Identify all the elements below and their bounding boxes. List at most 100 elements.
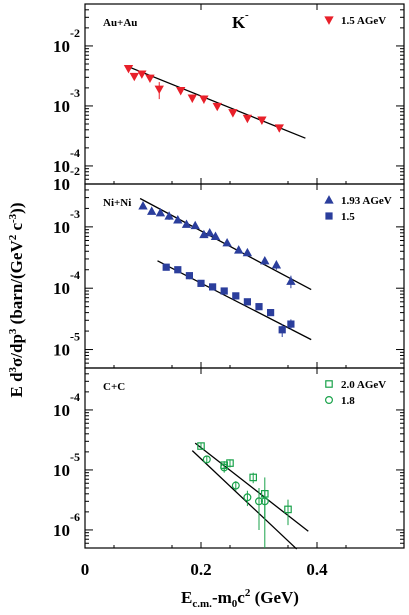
series-2	[162, 263, 295, 338]
y-tick-exponent: -3	[70, 86, 80, 100]
data-point	[174, 266, 182, 274]
particle-charge: -	[245, 9, 249, 21]
data-point	[162, 263, 170, 271]
data-point	[205, 227, 215, 237]
data-point	[231, 481, 240, 490]
series-1	[138, 201, 296, 289]
data-point	[260, 255, 270, 265]
data-point	[243, 493, 252, 502]
panel-top: 10-210-310-4Au+Au K -1.5 AGeV	[53, 3, 405, 185]
fit-line	[194, 442, 309, 532]
data-point	[274, 124, 284, 133]
data-point	[286, 276, 296, 285]
data-point	[255, 497, 264, 506]
fit-line	[125, 65, 306, 139]
data-point	[173, 215, 183, 224]
data-point	[197, 279, 205, 287]
data-point	[210, 231, 221, 240]
data-point	[145, 74, 155, 84]
data-point	[260, 497, 269, 506]
data-point	[176, 87, 186, 96]
y-axis-label: E d3σ/dp3 (barn/(GeV2 c-3))	[7, 202, 26, 397]
legend-label: 1.93 AGeV	[341, 195, 392, 207]
x-tick-label: 0	[81, 560, 90, 579]
y-tick-exponent: -5	[70, 450, 80, 464]
y-tick-exponent: -3	[70, 207, 80, 221]
data-point	[181, 219, 192, 228]
data-point	[222, 237, 232, 247]
y-tick-label: 10	[53, 37, 70, 56]
series-1	[123, 64, 284, 133]
data-point	[208, 283, 217, 291]
data-point	[138, 201, 148, 210]
data-point	[242, 114, 253, 124]
data-point	[199, 95, 209, 104]
data-point	[249, 473, 258, 482]
data-point	[197, 442, 205, 450]
y-tick-label: 10	[53, 175, 70, 194]
y-tick-exponent: -4	[70, 390, 80, 404]
y-tick-exponent: -2	[70, 164, 80, 178]
panels: 10-210-310-4Au+Au K -1.5 AGeV10-210-310-41…	[53, 3, 405, 550]
data-point	[271, 260, 282, 269]
legend-label: 1.8	[341, 395, 355, 407]
data-point	[154, 85, 164, 95]
system-label: C+C	[103, 381, 125, 393]
data-point	[129, 72, 139, 82]
x-axis-ticks: 0 0.2 0.4	[81, 560, 328, 579]
legend-marker	[325, 212, 333, 220]
data-point	[202, 455, 211, 464]
x-tick-label: 0.2	[190, 560, 211, 579]
data-point	[242, 247, 253, 257]
panel-middle-frame	[84, 183, 405, 369]
data-point	[234, 245, 244, 254]
y-tick-label: 10	[53, 279, 70, 298]
legend-marker	[324, 195, 334, 204]
y-tick-exponent: -4	[70, 268, 80, 282]
data-point	[123, 64, 134, 74]
data-point	[164, 211, 174, 220]
data-point	[232, 292, 240, 300]
system-label: Ni+Ni	[103, 197, 131, 209]
data-point	[185, 272, 193, 280]
data-point	[255, 303, 263, 311]
data-point	[212, 102, 222, 112]
legend-label: 1.5 AGeV	[341, 15, 386, 27]
legend-label: 2.0 AGeV	[341, 379, 386, 391]
data-point	[187, 94, 197, 103]
x-axis-label: Ec.m.-m0c2 (GeV)	[181, 587, 299, 610]
y-tick-label: 10	[53, 341, 70, 360]
data-point	[228, 109, 238, 118]
x-tick-label: 0.4	[306, 560, 328, 579]
data-point	[287, 320, 295, 328]
panel-bottom-frame	[84, 367, 405, 549]
data-point	[147, 206, 157, 215]
legend-label: 1.5	[341, 211, 355, 223]
legend-marker	[325, 396, 334, 405]
y-tick-exponent: -2	[70, 26, 80, 40]
data-point	[220, 463, 229, 472]
data-point	[137, 70, 147, 79]
data-point	[278, 326, 286, 334]
legend-marker	[324, 16, 334, 25]
y-tick-label: 10	[53, 401, 70, 420]
y-tick-exponent: -6	[70, 510, 80, 524]
data-point	[190, 220, 200, 230]
y-tick-label: 10	[53, 218, 70, 237]
series-2	[202, 455, 269, 530]
data-point	[266, 309, 275, 317]
data-point	[257, 116, 267, 125]
data-point	[226, 459, 234, 467]
data-point	[243, 298, 251, 306]
data-point	[284, 505, 292, 514]
data-point	[155, 207, 166, 217]
legend-marker	[325, 380, 333, 388]
system-label: Au+Au	[103, 17, 137, 29]
y-tick-exponent: -5	[70, 330, 80, 344]
y-tick-exponent: -4	[70, 146, 80, 160]
y-tick-label: 10	[53, 97, 70, 116]
data-point	[220, 287, 228, 295]
y-tick-label: 10	[53, 461, 70, 480]
particle-label: K	[232, 13, 246, 32]
